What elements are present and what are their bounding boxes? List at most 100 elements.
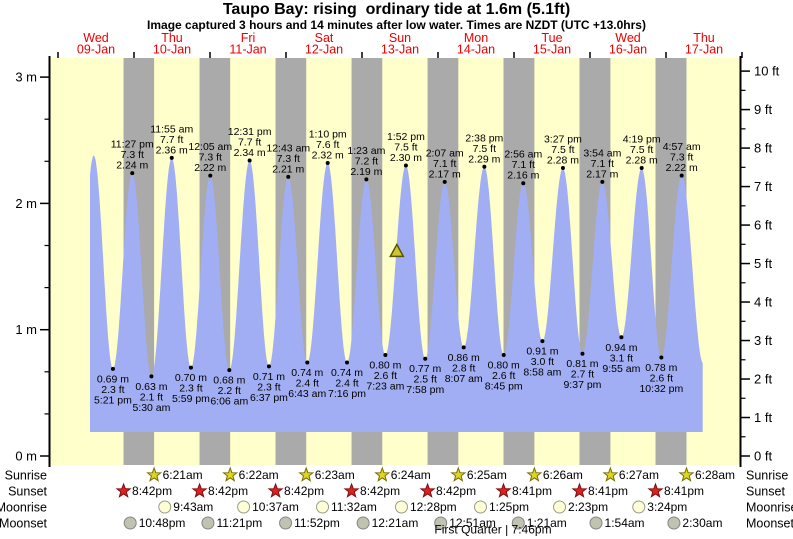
- moonset-circle-icon: [356, 516, 370, 530]
- sunrise-star-icon: [374, 466, 391, 482]
- high-tide-m-label: 2.16 m: [507, 170, 539, 182]
- y-right-tick-label: 9 ft: [754, 102, 772, 117]
- low-tide-m-label: 0.77 m: [409, 363, 441, 375]
- sunset-star-icon: [419, 482, 436, 498]
- low-tide-dot: [227, 368, 232, 373]
- high-tide-time-label: 1:23 am: [347, 145, 385, 157]
- day-name-label: Wed: [83, 31, 109, 45]
- high-tide-ft-label: 7.3 ft: [277, 153, 300, 165]
- low-tide-dot: [461, 345, 466, 350]
- low-tide-time-label: 6:06 am: [210, 396, 248, 408]
- high-tide-ft-label: 7.3 ft: [670, 152, 693, 164]
- day-name-label: Mon: [464, 31, 488, 45]
- high-tide-m-label: 2.32 m: [312, 149, 344, 161]
- low-tide-time-label: 9:37 pm: [563, 379, 601, 391]
- high-tide-m-label: 2.28 m: [626, 155, 658, 167]
- high-tide-ft-label: 7.7 ft: [238, 136, 261, 148]
- sunrise-time: 6:23am: [315, 468, 355, 482]
- high-tide-time-label: 2:56 am: [504, 149, 542, 161]
- low-tide-dot: [501, 352, 506, 357]
- moonrise-time: 3:24pm: [647, 500, 687, 514]
- low-tide-m-label: 0.74 m: [331, 367, 363, 379]
- low-tide-m-label: 0.80 m: [488, 359, 520, 371]
- moonset-time: 12:51am: [449, 516, 496, 530]
- day-name-label: Sat: [315, 31, 334, 45]
- moonrise-circle-icon: [316, 500, 330, 514]
- high-tide-time-label: 3:54 am: [583, 147, 621, 159]
- high-tide-ft-label: 7.5 ft: [473, 143, 496, 155]
- low-tide-time-label: 8:58 am: [523, 367, 561, 379]
- sunset-time: 8:42pm: [436, 484, 476, 498]
- sunrise-time: 6:26am: [543, 468, 583, 482]
- low-tide-time-label: 9:55 am: [602, 363, 640, 375]
- high-tide-time-label: 11:55 am: [150, 123, 193, 135]
- sunrise-star-icon: [450, 466, 467, 482]
- astro-row-label-right-sunrise: Sunrise: [746, 469, 788, 483]
- low-tide-dot: [149, 374, 154, 379]
- chart-subtitle: Image captured 3 hours and 14 minutes af…: [147, 18, 646, 32]
- moonset-circle-icon: [667, 516, 681, 530]
- high-tide-ft-label: 7.1 ft: [591, 158, 614, 170]
- high-tide-ft-label: 7.3 ft: [199, 152, 222, 164]
- low-tide-ft-label: 2.6 ft: [492, 370, 515, 382]
- day-date-label: 09-Jan: [77, 43, 115, 57]
- sunset-star-icon: [495, 482, 512, 498]
- low-tide-ft-label: 2.6 ft: [650, 372, 673, 384]
- sunrise-star-icon: [222, 466, 239, 482]
- day-name-label: Wed: [615, 31, 641, 45]
- sunrise-star-icon: [602, 466, 619, 482]
- high-tide-dot: [482, 164, 487, 169]
- tide-curve-area: [90, 155, 703, 432]
- low-tide-ft-label: 3.1 ft: [610, 352, 633, 364]
- low-tide-m-label: 0.71 m: [253, 371, 285, 383]
- high-tide-dot: [130, 171, 135, 176]
- sunset-star-icon: [571, 482, 588, 498]
- high-tide-time-label: 2:07 am: [426, 147, 464, 159]
- y-left-tick-label: 3 m: [15, 70, 37, 85]
- astro-row-label-right-sunset: Sunset: [746, 485, 785, 499]
- moonrise-circle-icon: [394, 500, 408, 514]
- low-tide-m-label: 0.81 m: [566, 358, 598, 370]
- low-tide-m-label: 0.63 m: [135, 381, 167, 393]
- high-tide-time-label: 4:19 pm: [623, 134, 661, 146]
- low-tide-ft-label: 2.3 ft: [257, 381, 280, 393]
- low-tide-m-label: 0.69 m: [97, 373, 129, 385]
- sunrise-time: 6:27am: [619, 468, 659, 482]
- moonset-circle-icon: [279, 516, 293, 530]
- sunrise-star-icon: [298, 466, 315, 482]
- y-left-tick-label: 2 m: [15, 196, 37, 211]
- low-tide-dot: [305, 360, 310, 365]
- sunset-time: 8:41pm: [588, 484, 628, 498]
- sunrise-time: 6:25am: [467, 468, 507, 482]
- low-tide-dot: [383, 352, 388, 357]
- moonrise-time: 11:32am: [331, 500, 377, 514]
- high-tide-time-label: 1:52 pm: [387, 131, 425, 143]
- moonset-time: 12:21am: [372, 516, 419, 530]
- high-tide-dot: [639, 166, 644, 171]
- moonrise-time: 2:23pm: [568, 500, 608, 514]
- day-date-label: 13-Jan: [381, 43, 419, 57]
- sunset-star-icon: [115, 482, 132, 498]
- low-tide-time-label: 5:59 pm: [172, 393, 210, 405]
- high-tide-dot: [442, 179, 447, 184]
- low-tide-dot: [619, 335, 624, 340]
- moonset-time: 11:21pm: [216, 516, 262, 530]
- high-tide-m-label: 2.30 m: [390, 152, 422, 164]
- low-tide-m-label: 0.78 m: [645, 362, 677, 374]
- sunrise-time: 6:24am: [391, 468, 431, 482]
- astro-row-label-left-moonset: Moonset: [0, 517, 48, 531]
- sunset-star-icon: [267, 482, 284, 498]
- high-tide-time-label: 11:27 pm: [111, 139, 154, 151]
- sunrise-star-icon: [526, 466, 543, 482]
- day-name-label: Tue: [541, 31, 562, 45]
- low-tide-time-label: 6:43 am: [288, 388, 326, 400]
- low-tide-m-label: 0.70 m: [175, 372, 207, 384]
- day-date-label: 17-Jan: [685, 43, 723, 57]
- moonset-circle-icon: [434, 516, 448, 530]
- day-name-label: Thu: [693, 31, 715, 45]
- sunrise-star-icon: [146, 466, 163, 482]
- y-right-tick-label: 1 ft: [754, 410, 772, 425]
- day-date-label: 11-Jan: [229, 43, 266, 57]
- low-tide-ft-label: 3.0 ft: [531, 356, 554, 368]
- sunrise-time: 6:22am: [239, 468, 279, 482]
